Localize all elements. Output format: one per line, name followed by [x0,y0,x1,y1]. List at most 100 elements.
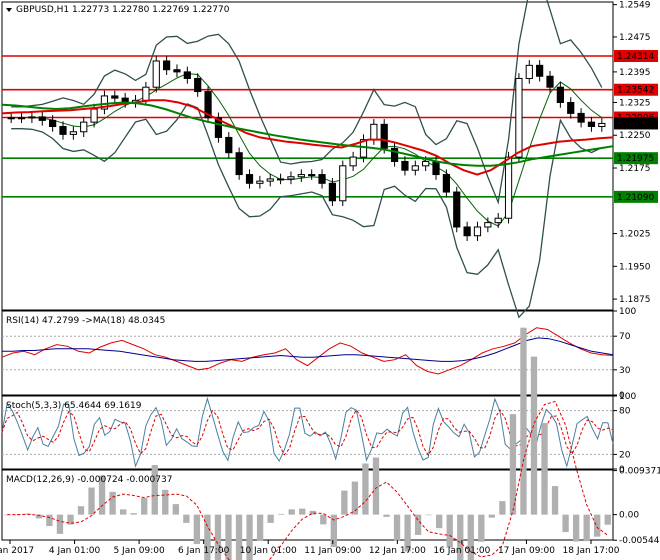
y-tick-label: 1.2025 [619,230,651,240]
candle-body [453,191,461,228]
macd-bar [604,514,611,525]
macd-bar [162,489,169,515]
y-tick-label: 0 [619,391,625,401]
y-tick-label: 80 [619,407,631,417]
candle-body [163,60,171,71]
candle-body [318,174,326,184]
candle-body [276,178,285,181]
candle-body [38,116,46,121]
x-tick-label: 16 Jan 01:00 [433,546,490,556]
macd-bar [499,501,506,515]
candle-body [90,108,98,123]
candle-body [142,86,150,101]
y-tick-label: 0.009371 [619,467,660,477]
candle-body [515,77,523,158]
candle-body [473,226,482,237]
y-tick-label: 1.2395 [619,68,651,78]
macd-bar [183,514,190,523]
dropdown-arrow-icon [6,8,12,12]
macd-bar [583,514,590,542]
x-tick-label: 5 Jan 09:00 [113,546,165,556]
candle-body [256,180,264,184]
macd-bar [414,514,422,535]
macd-bar [404,514,411,552]
macd-title: MACD(12,26,9) -0.000724 -0.000737 [6,475,172,485]
macd-bar [467,514,474,560]
y-tick-label: 1.2250 [619,131,651,141]
candle-body [587,121,596,128]
macd-bar [256,514,264,541]
macd-bar [446,514,453,548]
macd-bar [35,514,43,519]
candle-body [401,160,409,171]
current-price-tag [614,117,658,130]
y-tick-label: 1.2175 [619,164,651,174]
y-tick-label: 1.1950 [619,262,651,272]
candle-body [59,126,67,135]
macd-signal-line [7,400,608,560]
macd-bar [320,514,327,525]
candle-body [484,222,492,228]
level-label: 1.24314 [617,52,654,62]
macd-bar [130,513,137,515]
macd-bar [151,465,158,515]
y-tick-label: 1.1875 [619,295,651,305]
x-tick-label: 18 Jan 17:00 [563,546,620,556]
macd-bar [488,514,496,518]
rsi-line [1,327,614,375]
macd-bar [341,490,348,515]
level-label: 1.21090 [617,193,654,203]
candle-body [308,174,316,177]
bollinger-upper [11,0,603,205]
candle-body [100,95,109,110]
ma-fast-line [11,73,603,227]
candle-body [245,174,254,184]
macd-bar [351,481,359,515]
macd-bar [119,509,127,515]
candle-body [567,101,575,114]
macd-bar [562,514,569,533]
y-tick-label: 1.2549 [619,1,651,11]
macd-bar [509,414,517,515]
macd-bar [98,475,106,515]
macd-bar [56,514,64,534]
macd-bar [362,463,369,515]
macd-bar [541,423,548,515]
candle-body [556,86,564,103]
macd-bar [530,356,538,515]
level-tag [614,49,658,62]
candle-body [598,122,606,128]
macd-bar [299,508,306,515]
x-tick-label: 11 Jan 09:00 [304,546,361,556]
macd-bar [594,514,601,537]
macd-bar [436,514,443,529]
candle-body [422,160,430,167]
macd-bar [520,327,527,515]
macd-bar [225,514,232,560]
y-tick-label: -0.005449 [619,536,660,546]
y-tick-label: 70 [619,332,631,342]
y-tick-label: 30 [619,366,631,376]
rsi-ma-line [2,337,614,362]
macd-bar [141,498,148,515]
macd-bar [551,486,559,515]
candle-body [442,174,450,193]
candle-body [287,176,295,180]
candle-body [494,217,502,224]
candle-body [28,116,36,119]
candle-body [111,95,119,99]
macd-bar [393,514,401,541]
candle-body [49,119,57,128]
rsi-title: RSI(14) 47.2799 ->MA(18) 48.0345 [6,316,165,326]
candle-body [380,123,388,149]
moving-average-line [1,99,614,176]
macd-bar [77,506,85,515]
main-title: GBPUSD,H1 1.22773 1.22780 1.22769 1.2277… [16,5,230,15]
candle-body [204,91,212,119]
bollinger-lower [11,103,603,319]
candle-body [152,60,160,88]
stoch-title: Stoch(5,3,3) 65.4644 69.1619 [6,401,142,411]
macd-bar [204,514,211,560]
